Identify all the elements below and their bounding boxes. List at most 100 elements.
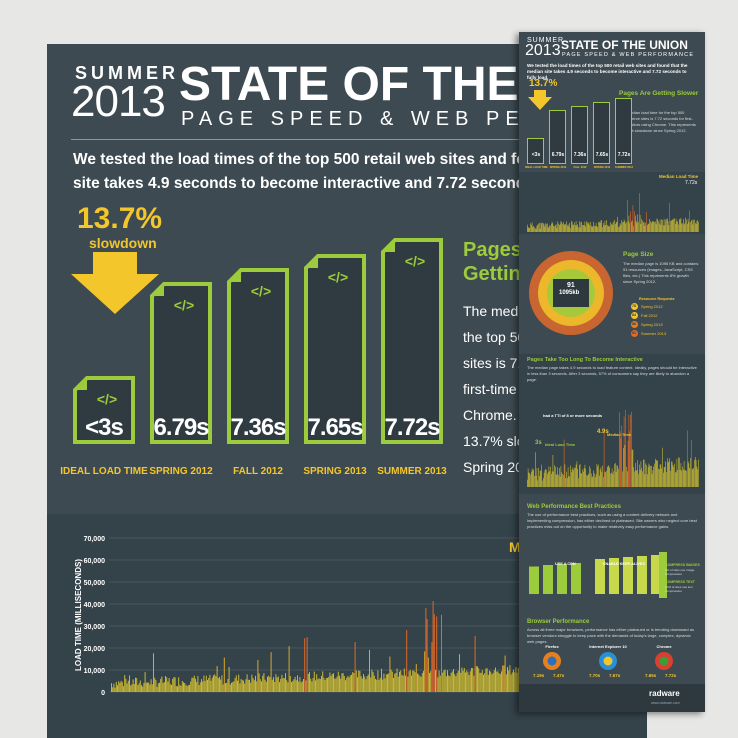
load-time-bar bbox=[181, 680, 183, 692]
thumb-page-label: SUMMER 2013 bbox=[614, 166, 634, 169]
thumb-texture-bar bbox=[616, 221, 618, 232]
thumb-texture-bar bbox=[571, 472, 572, 487]
load-time-bar bbox=[485, 668, 487, 692]
thumb-page-value: <3s bbox=[531, 152, 541, 158]
thumb-texture-bar bbox=[642, 471, 643, 487]
load-time-bar bbox=[483, 674, 484, 692]
thumb-texture-bar bbox=[628, 414, 630, 487]
load-time-bar bbox=[175, 686, 177, 692]
thumb-texture-bar bbox=[590, 468, 591, 487]
thumb-texture-bar bbox=[576, 461, 578, 487]
thumb-texture-bar bbox=[679, 469, 681, 487]
load-time-bar bbox=[234, 677, 236, 692]
thumb-texture-bar bbox=[548, 227, 550, 232]
pages-slower-body: The media the top 500 sites is 7.7 first… bbox=[463, 298, 533, 480]
load-time-bar bbox=[498, 673, 500, 692]
load-time-bar bbox=[208, 677, 210, 692]
thumb-texture-bar bbox=[622, 222, 623, 232]
thumb-texture-bar bbox=[675, 218, 677, 232]
load-time-bar bbox=[361, 678, 363, 692]
thumb-texture-bar bbox=[615, 462, 616, 487]
thumb-browser-name: Internet Explorer 10 bbox=[589, 644, 627, 649]
load-time-bar bbox=[449, 676, 451, 692]
thumb-texture-bar bbox=[620, 438, 622, 487]
body-line: Chrome. T bbox=[463, 407, 529, 423]
thumb-texture-bar bbox=[528, 472, 530, 487]
load-time-bar bbox=[370, 677, 372, 692]
thumb-texture-bar bbox=[551, 473, 552, 487]
load-time-bar bbox=[511, 672, 513, 692]
thumb-texture-bar bbox=[595, 477, 596, 487]
thumb-texture-bar bbox=[633, 467, 634, 487]
thumb-texture-bar bbox=[671, 219, 673, 232]
load-time-bar bbox=[309, 672, 310, 692]
load-time-bar bbox=[441, 614, 442, 692]
load-time-bar bbox=[213, 675, 214, 692]
page-load-label: SPRING 2013 bbox=[303, 466, 367, 477]
load-time-bar bbox=[246, 674, 248, 692]
load-time-bar bbox=[499, 674, 501, 692]
load-time-bar bbox=[385, 674, 387, 692]
thumb-texture-bar bbox=[603, 225, 605, 232]
thumb-browser-time: 7.19s bbox=[533, 673, 545, 678]
thumb-texture-bar bbox=[547, 472, 549, 487]
thumb-median-value: 7.72s bbox=[685, 180, 698, 186]
thumb-texture-bar bbox=[573, 470, 574, 487]
thumb-texture-bar bbox=[631, 411, 632, 487]
thumb-texture-bar bbox=[607, 465, 609, 487]
load-time-bar bbox=[348, 677, 350, 692]
load-time-bar bbox=[343, 676, 345, 692]
thumb-texture-bar bbox=[607, 224, 608, 232]
thumb-texture-bar bbox=[598, 222, 599, 232]
load-time-bar bbox=[468, 675, 470, 692]
thumb-texture-bar bbox=[607, 466, 608, 487]
thumb-texture-bar bbox=[545, 223, 546, 232]
load-time-bar bbox=[198, 685, 200, 692]
load-time-bar bbox=[317, 679, 319, 692]
thumb-page-value: 6.79s bbox=[551, 152, 565, 158]
thumb-texture-bar bbox=[593, 221, 594, 232]
thumb-texture-bar bbox=[686, 219, 687, 232]
load-time-bar bbox=[473, 675, 475, 692]
thumb-best-practices-chart bbox=[529, 552, 667, 598]
thumb-texture-bar bbox=[613, 221, 614, 232]
thumb-texture-bar bbox=[604, 220, 606, 232]
thumb-legend-dot bbox=[631, 330, 638, 337]
thumb-texture-bar bbox=[555, 466, 556, 487]
code-glyph-icon: </> bbox=[405, 253, 425, 269]
load-time-bar bbox=[371, 669, 373, 692]
load-time-bar bbox=[267, 676, 268, 692]
load-time-bar bbox=[336, 676, 338, 692]
thumb-texture-bar bbox=[595, 226, 596, 232]
thumb-texture-bar bbox=[612, 474, 614, 487]
load-time-bar bbox=[282, 678, 284, 692]
thumb-texture-bar bbox=[564, 225, 566, 232]
thumb-texture-bar bbox=[595, 223, 597, 232]
thumb-texture-bar bbox=[571, 220, 572, 232]
load-time-bar bbox=[250, 682, 252, 692]
load-time-bar bbox=[137, 685, 139, 692]
load-time-bar bbox=[381, 668, 382, 692]
load-time-bar bbox=[375, 678, 376, 692]
thumb-texture-bar bbox=[667, 458, 668, 487]
load-time-bar bbox=[186, 686, 188, 692]
load-time-bar bbox=[291, 682, 292, 692]
load-time-bar bbox=[306, 637, 308, 692]
code-glyph-icon: </> bbox=[328, 269, 348, 285]
thumb-tti-label: had a TTI of 8 or more seconds bbox=[543, 413, 603, 418]
y-tick-label: 10,000 bbox=[84, 668, 106, 675]
thumb-texture-bar bbox=[689, 467, 690, 487]
thumb-texture-bar bbox=[557, 467, 558, 487]
thumb-texture-bar bbox=[671, 461, 673, 487]
load-time-bar bbox=[335, 678, 337, 692]
load-time-bar bbox=[417, 673, 418, 692]
thumb-texture-bar bbox=[567, 224, 569, 232]
load-time-bar bbox=[276, 677, 278, 692]
thumb-s1-body: The median load time for the top 500 eco… bbox=[619, 110, 696, 133]
thumb-texture-bar bbox=[539, 476, 540, 487]
thumb-s5-body: Across all three major browsers, perform… bbox=[527, 627, 694, 644]
thumb-texture-bar bbox=[531, 222, 533, 232]
thumb-texture-bar bbox=[530, 474, 531, 487]
thumb-resources: 91 bbox=[567, 282, 575, 289]
load-time-bar bbox=[178, 677, 180, 692]
